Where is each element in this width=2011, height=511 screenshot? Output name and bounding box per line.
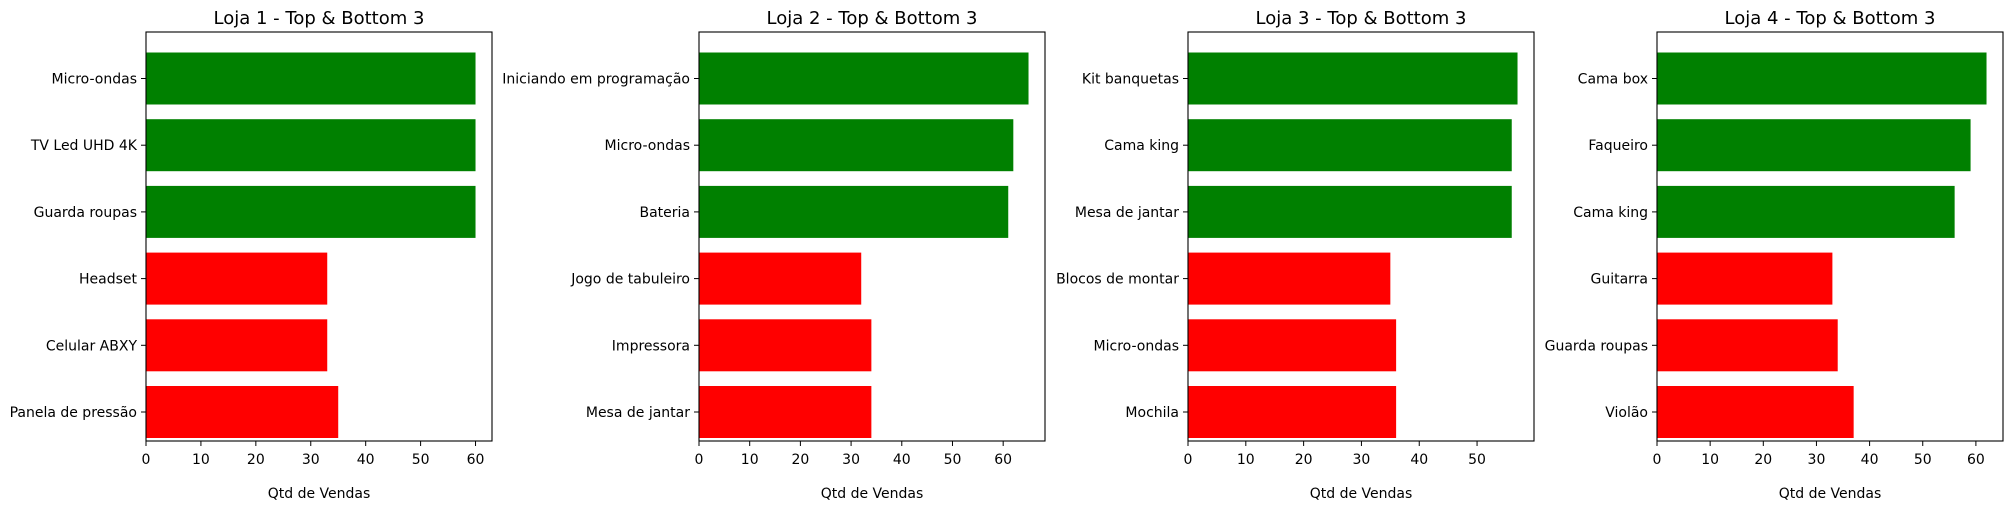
- x-axis-label: Qtd de Vendas: [1310, 486, 1413, 502]
- category-label: Violão: [1605, 405, 1648, 421]
- bar-bottom: [699, 386, 872, 438]
- bar-top: [1657, 52, 1987, 105]
- bar-top: [1657, 185, 1955, 238]
- x-axis-label: Qtd de Vendas: [1779, 486, 1882, 502]
- category-label: Blocos de montar: [1056, 272, 1179, 288]
- chart-panel-1: Loja 1 - Top & Bottom 3 Micro-ondas TV Led…: [10, 8, 493, 502]
- x-axis-label: Qtd de Vendas: [268, 486, 371, 502]
- x-tick-label: 10: [1237, 452, 1255, 468]
- x-tick-label: 0: [142, 452, 151, 468]
- category-label: Micro-ondas: [605, 138, 690, 154]
- x-tick-label: 40: [357, 452, 375, 468]
- chart-panel-4: Loja 4 - Top & Bottom 3 Cama box Faqueiro C…: [1545, 8, 2004, 502]
- bar-top: [146, 185, 476, 238]
- category-label: Cama king: [1104, 138, 1179, 154]
- category-label: Guarda roupas: [34, 205, 137, 221]
- category-label: Celular ABXY: [46, 338, 138, 354]
- x-tick-label: 30: [302, 452, 320, 468]
- bar-top: [699, 119, 1014, 172]
- category-label: Jogo de tabuleiro: [570, 272, 690, 288]
- category-label: Mesa de jantar: [1075, 205, 1179, 221]
- category-label: Guitarra: [1590, 272, 1648, 288]
- bar-bottom: [1188, 386, 1397, 438]
- plot-frame: [698, 31, 1046, 442]
- x-tick-label: 60: [467, 452, 485, 468]
- category-label: TV Led UHD 4K: [30, 138, 138, 154]
- x-tick-label: 20: [791, 452, 809, 468]
- bar-top: [1188, 52, 1518, 105]
- chart-title: Loja 1 - Top & Bottom 3: [214, 8, 425, 29]
- x-axis-label: Qtd de Vendas: [821, 486, 924, 502]
- chart-panel-3: Loja 3 - Top & Bottom 3 Kit banquetas Cama…: [1056, 8, 1535, 502]
- x-tick-label: 20: [1754, 452, 1772, 468]
- category-label: Kit banquetas: [1082, 72, 1179, 88]
- category-label: Cama box: [1578, 72, 1648, 88]
- x-tick-label: 10: [192, 452, 210, 468]
- category-label: Impressora: [612, 338, 690, 354]
- category-label: Guarda roupas: [1545, 338, 1648, 354]
- x-tick-label: 20: [1295, 452, 1313, 468]
- bar-top: [1188, 185, 1512, 238]
- x-tick-label: 40: [1410, 452, 1428, 468]
- bar-bottom: [1657, 386, 1854, 438]
- plot-frame: [145, 31, 493, 442]
- chart-title: Loja 2 - Top & Bottom 3: [767, 8, 978, 29]
- x-tick-label: 0: [695, 452, 704, 468]
- bar-top: [1188, 119, 1512, 172]
- bar-top: [1657, 119, 1971, 172]
- x-tick-label: 30: [842, 452, 860, 468]
- bar-bottom: [146, 319, 328, 372]
- x-tick-label: 40: [1861, 452, 1879, 468]
- category-label: Panela de pressão: [10, 405, 137, 421]
- bar-bottom: [699, 319, 872, 372]
- category-label: Headset: [79, 272, 138, 288]
- x-tick-label: 50: [1914, 452, 1932, 468]
- category-label: Iniciando em programação: [502, 72, 690, 88]
- x-tick-label: 30: [1808, 452, 1826, 468]
- category-label: Micro-ondas: [1094, 338, 1179, 354]
- bar-bottom: [146, 386, 339, 438]
- bar-bottom: [146, 252, 328, 305]
- bar-bottom: [1188, 252, 1391, 305]
- x-tick-label: 50: [1468, 452, 1486, 468]
- chart-title: Loja 3 - Top & Bottom 3: [1256, 8, 1467, 29]
- chart-title: Loja 4 - Top & Bottom 3: [1725, 8, 1936, 29]
- x-tick-label: 0: [1653, 452, 1662, 468]
- bar-top: [699, 185, 1009, 238]
- plot-frame: [1656, 31, 2004, 442]
- x-tick-label: 0: [1184, 452, 1193, 468]
- category-label: Mochila: [1125, 405, 1179, 421]
- bar-bottom: [1657, 252, 1833, 305]
- category-label: Mesa de jantar: [586, 405, 690, 421]
- bar-bottom: [1657, 319, 1838, 372]
- bar-top: [146, 52, 476, 105]
- category-label: Micro-ondas: [52, 72, 137, 88]
- bar-top: [699, 52, 1029, 105]
- bar-bottom: [1188, 319, 1397, 372]
- category-label: Faqueiro: [1588, 138, 1648, 154]
- x-tick-label: 60: [1967, 452, 1985, 468]
- x-tick-label: 60: [994, 452, 1012, 468]
- category-label: Bateria: [639, 205, 690, 221]
- bar-top: [146, 119, 476, 172]
- bar-bottom: [699, 252, 862, 305]
- x-tick-label: 50: [412, 452, 430, 468]
- category-label: Cama king: [1573, 205, 1648, 221]
- x-tick-label: 50: [944, 452, 962, 468]
- x-tick-label: 30: [1353, 452, 1371, 468]
- x-tick-label: 10: [1701, 452, 1719, 468]
- chart-panel-2: Loja 2 - Top & Bottom 3 Iniciando em prog…: [502, 8, 1046, 502]
- x-tick-label: 40: [893, 452, 911, 468]
- x-tick-label: 10: [741, 452, 759, 468]
- x-tick-label: 20: [247, 452, 265, 468]
